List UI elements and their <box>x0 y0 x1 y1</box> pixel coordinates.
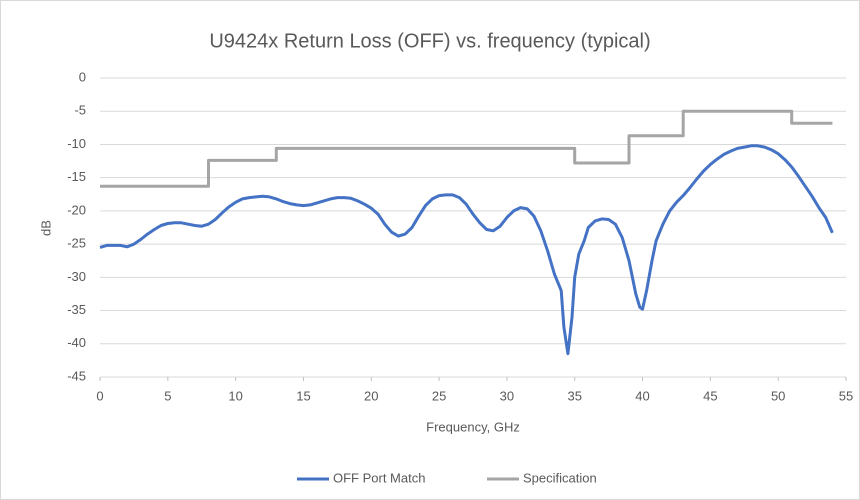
y-tick-label: -30 <box>67 269 86 284</box>
x-tick-label: 50 <box>771 388 785 403</box>
x-tick-label: 0 <box>96 388 103 403</box>
x-tick-label: 15 <box>296 388 310 403</box>
series-line <box>99 144 834 356</box>
x-axis-label: Frequency, GHz <box>426 419 520 434</box>
y-tick-label: -15 <box>67 169 86 184</box>
x-tick-label: 20 <box>364 388 378 403</box>
y-tick-label: 0 <box>79 69 86 84</box>
y-tick-label: -40 <box>67 335 86 350</box>
x-tick-label: 10 <box>228 388 242 403</box>
x-tick-label: 45 <box>703 388 717 403</box>
y-tick-label: -20 <box>67 202 86 217</box>
y-tick-label: -10 <box>67 136 86 151</box>
y-tick-label: -25 <box>67 236 86 251</box>
x-tick-label: 55 <box>839 388 853 403</box>
y-tick-label: -5 <box>74 103 86 118</box>
legend-label: OFF Port Match <box>333 470 425 485</box>
y-tick-label: -45 <box>67 368 86 383</box>
x-tick-label: 35 <box>567 388 581 403</box>
y-axis-label: dB <box>38 220 53 236</box>
y-tick-label: -35 <box>67 302 86 317</box>
x-tick-label: 30 <box>500 388 514 403</box>
x-tick-label: 40 <box>635 388 649 403</box>
x-tick-label: 5 <box>164 388 171 403</box>
x-tick-label: 25 <box>432 388 446 403</box>
legend-label: Specification <box>523 470 597 485</box>
series-line <box>100 109 833 188</box>
chart-title: U9424x Return Loss (OFF) vs. frequency (… <box>209 30 650 52</box>
